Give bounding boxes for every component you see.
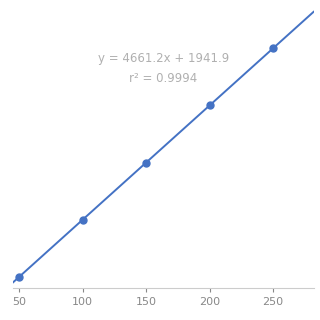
Text: y = 4661.2x + 1941.9
r² = 0.9994: y = 4661.2x + 1941.9 r² = 0.9994 [98,52,229,85]
